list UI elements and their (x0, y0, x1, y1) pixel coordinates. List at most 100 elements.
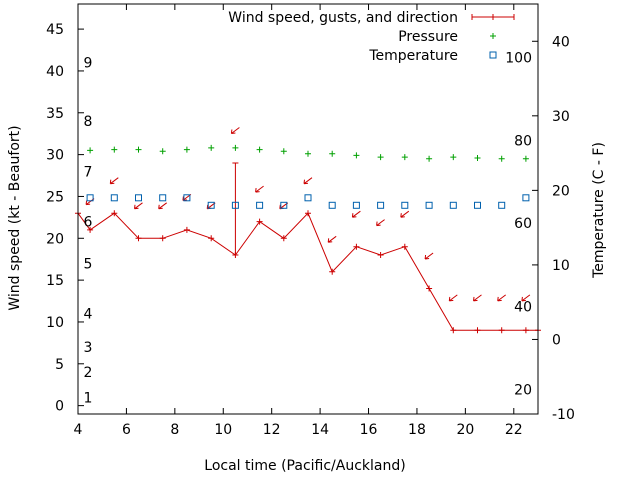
wind-point (111, 210, 118, 217)
y-tick-label: 10 (46, 315, 64, 331)
temperature-point (231, 201, 239, 209)
wind-direction-arrow (255, 185, 264, 193)
fahrenheit-label: 40 (514, 300, 532, 316)
wind-direction-arrow (158, 202, 167, 210)
wind-point (353, 243, 360, 250)
y-tick-label: 30 (46, 148, 64, 164)
temperature-point (498, 201, 506, 209)
y2-tick-label: 0 (552, 332, 561, 348)
axis-ticks: 4 6 8 10 12 14 16 18 20 22051015202530354045-1001… (46, 4, 575, 438)
temperature-point (425, 201, 433, 209)
beaufort-label: 7 (84, 164, 93, 180)
temperature-point (328, 201, 336, 209)
legend-swatch-temperature (489, 51, 497, 59)
y-tick-label: 40 (46, 64, 64, 80)
y-axis-label: Wind speed (kt - Beaufort) (7, 125, 23, 310)
wind-direction-arrow (109, 177, 119, 185)
legend-label: Pressure (398, 29, 458, 45)
x-tick-label: 6 (122, 422, 131, 438)
fahrenheit-label: 20 (514, 382, 532, 398)
y2-tick-label: 20 (552, 183, 570, 199)
x-tick-label: 8 (170, 422, 179, 438)
beaufort-label: 3 (84, 340, 93, 356)
wind-direction-arrow (400, 210, 410, 218)
beaufort-label: 8 (84, 114, 93, 130)
legend-label: Wind speed, gusts, and direction (228, 10, 458, 26)
legend-swatch-wind (471, 14, 515, 20)
wind-point (305, 210, 311, 217)
wind-point (401, 243, 408, 250)
beaufort-label: 2 (84, 365, 93, 381)
wind-direction-arrow (303, 177, 313, 185)
fahrenheit-label: 100 (505, 51, 532, 67)
wind-point (87, 226, 94, 233)
pressure-point (377, 154, 384, 161)
wind-point (159, 235, 166, 242)
y-tick-label: 15 (46, 273, 64, 289)
beaufort-label: 4 (84, 307, 93, 323)
wind-point (208, 235, 215, 242)
wind-point (329, 268, 336, 275)
pressure-point (280, 148, 287, 155)
wind-direction-arrow (424, 252, 434, 260)
pressure-point (256, 146, 263, 153)
temperature-point (401, 201, 409, 209)
temperature-point (522, 194, 530, 202)
temperature-point (86, 194, 94, 202)
y2-tick-label: 40 (552, 34, 570, 50)
legend-label: Temperature (368, 48, 458, 64)
wind-direction-arrow (327, 235, 337, 243)
x-tick-label: 20 (456, 422, 474, 438)
fahrenheit-label: 80 (514, 133, 532, 149)
beaufort-label: 6 (84, 215, 93, 231)
temperature-point (304, 194, 312, 202)
fahrenheit-label: 60 (514, 216, 532, 232)
pressure-point (111, 146, 118, 153)
wind-point (474, 327, 481, 334)
temperature-point (352, 201, 360, 209)
pressure-point (450, 154, 457, 161)
pressure-point (329, 150, 336, 157)
temperature-point (377, 201, 385, 209)
y-tick-label: 0 (55, 399, 64, 415)
wind-speed-line (77, 212, 538, 331)
y-tick-label: 5 (55, 357, 64, 373)
wind-direction-arrow (497, 294, 506, 302)
wind-point (377, 252, 384, 258)
legend: Wind speed, gusts, and direction Pressure… (228, 10, 515, 64)
y2-axis-label: Temperature (C - F) (591, 142, 607, 279)
plot-marks (75, 127, 541, 334)
pressure-point (353, 152, 360, 159)
pressure-point (522, 155, 529, 162)
plot-frame (77, 3, 539, 415)
temperature-point (256, 201, 264, 209)
temperature-point (207, 201, 215, 209)
x-axis-label: Local time (Pacific/Auckland) (204, 458, 405, 474)
wind-point (183, 226, 190, 233)
temperature-point (183, 194, 191, 202)
beaufort-label: 1 (84, 390, 93, 406)
y2-tick-label: 30 (552, 109, 570, 125)
plot-border (77, 3, 539, 415)
y-tick-label: 25 (46, 189, 64, 205)
x-tick-label: 4 (74, 422, 83, 438)
wind-point (256, 218, 263, 225)
y-tick-label: 45 (46, 22, 64, 38)
pressure-point (305, 150, 311, 157)
legend-swatch-pressure (490, 33, 496, 39)
wind-point (135, 235, 142, 242)
y-tick-label: 20 (46, 231, 64, 247)
y-tick-label: 35 (46, 106, 64, 122)
y2-tick-label: -10 (552, 407, 575, 423)
x-tick-label: 10 (214, 422, 232, 438)
beaufort-label: 9 (84, 56, 93, 72)
y2-tick-label: 10 (552, 258, 570, 274)
pressure-point (183, 146, 190, 153)
temperature-point (110, 194, 118, 202)
beaufort-label: 5 (84, 256, 93, 272)
temperature-point (135, 194, 142, 202)
wind-direction-arrow (351, 210, 361, 218)
wind-direction-arrow (448, 294, 458, 302)
temperature-point (474, 201, 481, 209)
